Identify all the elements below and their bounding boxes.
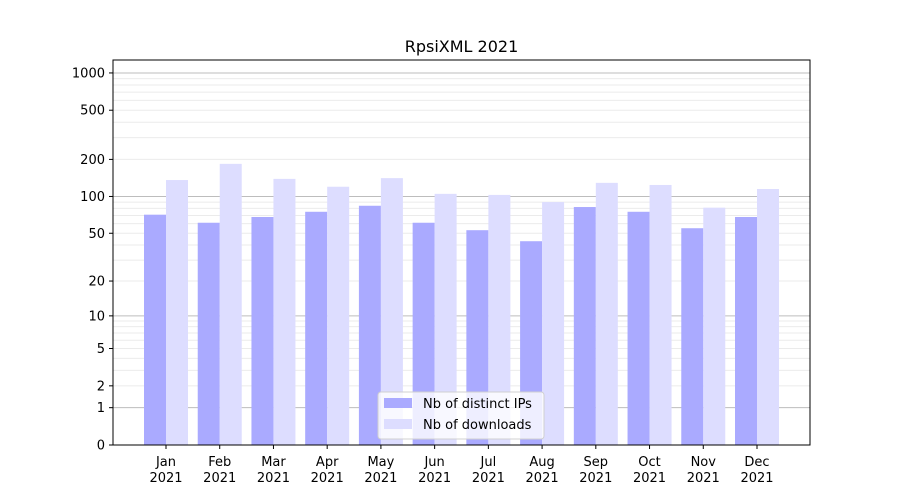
bar-downloads <box>273 178 296 445</box>
x-tick-label: Oct <box>638 455 660 470</box>
bar-ips <box>358 205 381 445</box>
bar-ips <box>466 230 489 445</box>
x-tick-label: Feb <box>208 455 231 470</box>
y-tick-label: 1 <box>97 401 105 416</box>
y-tick-label: 50 <box>88 227 105 242</box>
y-tick-label: 20 <box>88 275 105 290</box>
bar-ips <box>305 211 328 445</box>
bar-ips <box>573 207 596 445</box>
bar-downloads <box>166 180 188 446</box>
y-tick-label: 0 <box>97 439 105 454</box>
x-tick-label: May <box>367 455 394 470</box>
bar-downloads <box>380 178 403 445</box>
bar-ips <box>681 228 704 445</box>
legend-label: Nb of distinct IPs <box>423 397 532 412</box>
x-tick-label: 2021 <box>311 471 344 486</box>
bar-downloads <box>219 163 242 445</box>
bar-downloads <box>757 189 779 445</box>
bar-downloads <box>488 194 511 445</box>
x-tick-label: 2021 <box>740 471 773 486</box>
x-tick-label: Dec <box>744 455 769 470</box>
bar-downloads <box>542 202 565 445</box>
legend-box <box>377 391 545 440</box>
y-tick-label: 100 <box>80 190 105 205</box>
legend-label: Nb of downloads <box>423 418 532 433</box>
x-tick-label: Jul <box>480 455 497 470</box>
x-tick-label: Aug <box>529 455 554 470</box>
y-tick-label: 1000 <box>72 66 105 81</box>
legend-swatch <box>384 398 412 408</box>
x-tick-label: 2021 <box>687 471 720 486</box>
x-tick-label: Sep <box>584 455 609 470</box>
x-tick-label: Mar <box>261 455 286 470</box>
bar-ips <box>144 214 166 445</box>
x-tick-label: 2021 <box>418 471 451 486</box>
x-tick-label: 2021 <box>526 471 559 486</box>
x-tick-label: 2021 <box>257 471 290 486</box>
y-tick-label: 2 <box>97 379 105 394</box>
x-tick-label: 2021 <box>149 471 182 486</box>
bar-ips <box>197 222 220 445</box>
legend-swatch <box>384 419 412 429</box>
y-tick-label: 5 <box>97 342 105 357</box>
x-tick-label: 2021 <box>579 471 612 486</box>
legend: Nb of distinct IPs Nb of downloads <box>377 391 545 440</box>
bar-downloads <box>327 186 350 445</box>
x-tick-label: Jun <box>423 455 444 470</box>
x-tick-label: 2021 <box>364 471 397 486</box>
plot-frame <box>112 59 811 446</box>
bar-downloads <box>595 182 618 445</box>
chart-title: RpsiXML 2021 <box>405 37 519 56</box>
y-tick-label: 500 <box>80 104 105 119</box>
x-tick-label: Jan <box>155 455 176 470</box>
y-tick-label: 200 <box>80 153 105 168</box>
bar-downloads <box>434 193 457 445</box>
bar-downloads <box>703 207 726 445</box>
bar-ips <box>735 216 757 445</box>
x-tick-label: Nov <box>691 455 717 470</box>
bar-ips <box>627 211 650 445</box>
x-tick-label: 2021 <box>203 471 236 486</box>
x-tick-label: 2021 <box>633 471 666 486</box>
x-tick-label: Apr <box>316 455 339 470</box>
y-tick-label: 10 <box>88 309 105 324</box>
x-tick-label: 2021 <box>472 471 505 486</box>
bar-ips <box>412 222 435 445</box>
bar-ips <box>251 216 274 445</box>
bar-downloads <box>649 184 672 445</box>
